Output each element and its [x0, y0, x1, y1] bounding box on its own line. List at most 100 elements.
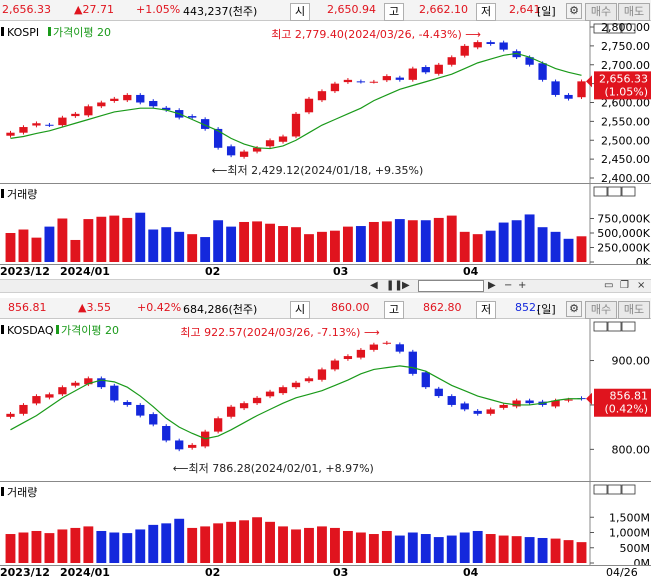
- volume-bar: [161, 227, 172, 262]
- window-icon[interactable]: ▭: [604, 280, 614, 291]
- volume-bar: [109, 532, 120, 563]
- volume-bar: [550, 538, 561, 563]
- candle-body: [45, 394, 54, 398]
- play-icon[interactable]: ▶: [402, 280, 410, 291]
- volume-bar: [187, 234, 198, 262]
- y-tick-label: 900.00: [612, 355, 651, 368]
- kosdaq-period[interactable]: [일]: [537, 303, 556, 316]
- volume-bar: [291, 529, 301, 563]
- kospi-buy-button[interactable]: 매수: [585, 3, 617, 21]
- scroll-thumb[interactable]: [418, 280, 484, 292]
- vol-title: 거래량: [7, 188, 37, 201]
- volume-bar: [563, 540, 574, 563]
- candle-body: [421, 372, 430, 388]
- axis-button: [593, 186, 608, 197]
- candle-body: [213, 418, 223, 432]
- volume-bar: [511, 536, 522, 563]
- candle-body: [239, 403, 249, 409]
- pause-icon[interactable]: ❚❚: [386, 280, 403, 291]
- axis-button: [607, 484, 622, 495]
- candle-body: [434, 64, 443, 74]
- volume-bar: [187, 527, 198, 563]
- y-tick-label: 2,550.00: [601, 115, 650, 128]
- candle-body: [136, 94, 145, 103]
- volume-bar: [550, 231, 561, 262]
- candle-body: [213, 128, 223, 148]
- axis-button: [607, 186, 622, 197]
- volume-bar: [265, 521, 275, 563]
- candle-body: [84, 106, 93, 116]
- candle-body: [447, 57, 456, 65]
- title-marker: [1, 27, 4, 36]
- candle-body: [317, 91, 327, 101]
- gear-icon[interactable]: ⚙: [566, 3, 582, 19]
- candle-body: [149, 414, 158, 425]
- kosdaq-sell-button[interactable]: 매도: [618, 301, 650, 319]
- chart-scrollbar[interactable]: ◀ ❚❚ ▶ ▶ − + ▭ ❐ ×: [0, 279, 651, 293]
- gear-icon[interactable]: ⚙: [566, 301, 582, 317]
- y-tick-label: 2,800.00: [601, 21, 650, 34]
- scroll-right-icon[interactable]: ▶: [488, 280, 496, 291]
- y-tick-label: 800.00: [612, 443, 651, 456]
- candle-body: [395, 344, 404, 352]
- kospi-pct: +1.05%: [136, 3, 181, 16]
- candle-body: [408, 68, 417, 80]
- volume-bar: [213, 523, 224, 563]
- volume-bar: [511, 220, 522, 262]
- kosdaq-volume-chart: 거래량 1,500M 1,000M 500M 0M: [1, 482, 651, 565]
- close-icon[interactable]: ×: [637, 280, 646, 291]
- x-label: 04: [463, 566, 479, 579]
- volume-bar: [537, 227, 548, 262]
- open-label: 시: [290, 301, 310, 319]
- candle-body: [447, 396, 456, 405]
- kospi-sell-button[interactable]: 매도: [618, 3, 650, 21]
- candle-body: [473, 42, 482, 48]
- kosdaq-buy-button[interactable]: 매수: [585, 301, 617, 319]
- ma-marker: [56, 325, 59, 334]
- x-label: 02: [205, 566, 221, 579]
- candle-body: [499, 42, 508, 50]
- price-badge-pct: (1.05%): [604, 85, 648, 98]
- scroll-left-icon[interactable]: ◀: [370, 280, 378, 291]
- candle-body: [291, 382, 301, 388]
- candle-body: [512, 400, 521, 407]
- volume-bar: [83, 219, 94, 262]
- volume-bar: [200, 237, 211, 262]
- volume-bar: [407, 220, 418, 262]
- zoom-in-icon[interactable]: +: [518, 280, 527, 291]
- kosdaq-open: 860.00: [331, 301, 370, 314]
- y-tick-label: 2,600.00: [601, 97, 650, 110]
- candle-body: [19, 404, 28, 414]
- candle-body: [32, 396, 41, 404]
- zoom-out-icon[interactable]: −: [504, 280, 513, 291]
- candle-body: [525, 400, 534, 404]
- candle-body: [486, 42, 495, 44]
- volume-bar: [161, 523, 172, 563]
- volume-bar: [563, 238, 574, 262]
- candle-body: [252, 147, 262, 152]
- kosdaq-volume: 684,286(천주): [183, 303, 258, 316]
- candle-body: [577, 81, 586, 98]
- vol-tick-label: 500,000K: [597, 227, 650, 240]
- candle-body: [395, 77, 404, 80]
- candle-body: [304, 98, 314, 113]
- restore-icon[interactable]: ❐: [620, 280, 629, 291]
- volume-bar: [148, 524, 159, 563]
- kospi-period[interactable]: [일]: [537, 5, 556, 18]
- y-tick-label: 2,700.00: [601, 59, 650, 72]
- volume-bar: [135, 212, 146, 262]
- ma-marker: [48, 27, 51, 36]
- candle-body: [291, 113, 301, 137]
- volume-bar: [70, 239, 81, 262]
- candle-body: [330, 360, 340, 370]
- candle-body: [162, 425, 171, 441]
- vol-tick-label: 0M: [634, 557, 651, 565]
- volume-bar: [381, 530, 392, 563]
- volume-bar: [355, 532, 366, 563]
- volume-bar: [226, 226, 237, 262]
- vol-title-marker: [1, 189, 4, 198]
- vol-tick-label: 500M: [620, 542, 651, 555]
- axis-button: [621, 23, 636, 34]
